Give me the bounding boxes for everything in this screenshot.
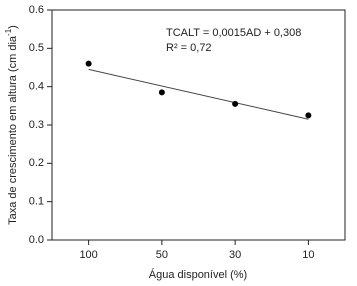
y-tick-label: 0.6 [29,4,44,16]
x-axis-label: Água disponível (%) [149,268,247,281]
point [158,89,165,96]
y-tick-label: 0.4 [29,81,44,93]
x-tick-label: 50 [156,249,168,261]
y-axis-label: Taxa de crescimento em altura (cm dia-1) [4,25,19,225]
x-tick-label: 30 [229,249,241,261]
y-axis-label-suffix: ) [7,25,19,29]
x-tick-label: 10 [302,249,314,261]
y-tick-label: 0.3 [29,119,44,131]
y-tick-label: 0.0 [29,234,44,246]
point [85,60,92,67]
x-tick-label: 100 [79,249,97,261]
point [232,100,239,107]
annotation: TCALT = 0,0015AD + 0,308 [166,27,301,39]
y-axis-label-sup: -1 [4,28,13,36]
y-tick-label: 0.2 [29,157,44,169]
trend-line [88,68,309,120]
y-axis-label-text: Taxa de crescimento em altura (cm dia [7,35,19,225]
point [305,112,312,119]
y-tick-label: 0.1 [29,196,44,208]
y-tick-label: 0.5 [29,42,44,54]
annotation: R² = 0,72 [166,42,212,54]
